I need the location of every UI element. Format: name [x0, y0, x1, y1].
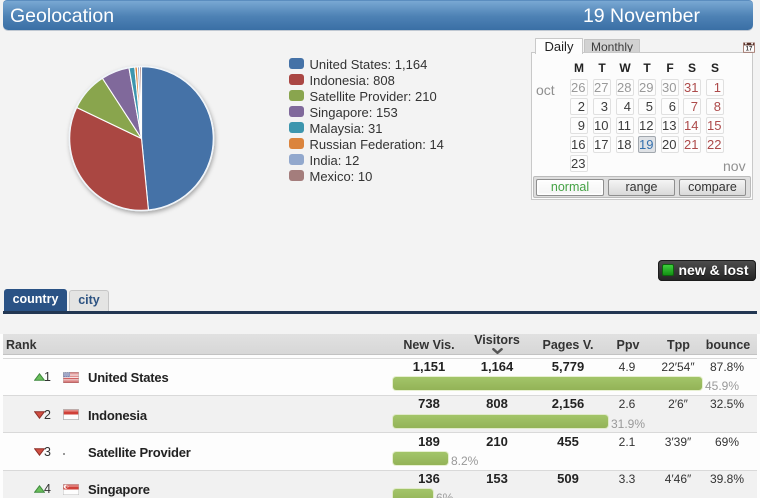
svg-text:17: 17: [745, 46, 752, 52]
